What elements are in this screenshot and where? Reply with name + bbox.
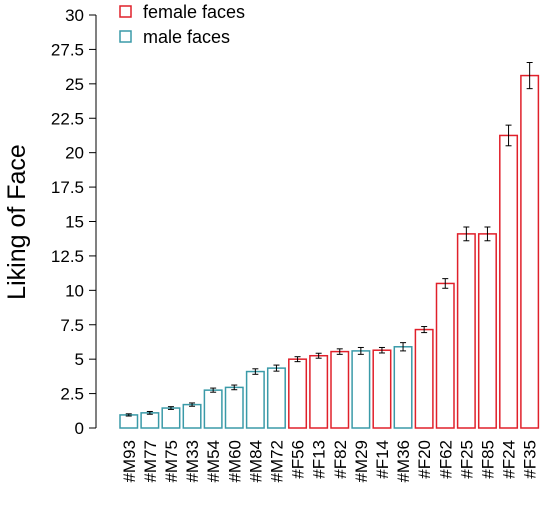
error-bar — [442, 278, 449, 289]
bar — [266, 367, 286, 429]
y-tick-label: 7.5 — [60, 316, 84, 335]
bars — [119, 74, 540, 429]
error-bar — [125, 413, 132, 417]
bar — [182, 403, 202, 429]
x-tick-label: #M84 — [246, 440, 265, 483]
error-bar — [210, 387, 217, 393]
error-bar — [505, 124, 512, 147]
bar — [520, 74, 540, 429]
error-bar — [378, 346, 385, 354]
legend-label-male: male faces — [143, 27, 230, 47]
legend: female faces male faces — [119, 2, 245, 47]
error-bar — [421, 326, 428, 334]
error-bar — [526, 61, 533, 90]
bar — [499, 134, 519, 429]
bar — [119, 414, 139, 429]
error-bar — [167, 406, 174, 410]
error-bars — [125, 61, 533, 417]
x-tick-label: #M75 — [162, 440, 181, 483]
bar — [224, 386, 244, 429]
error-bar — [294, 356, 301, 363]
y-axis: 0 2.5 5 7.5 10 12.5 15 17.5 20 22.5 25 27.5 30 — [51, 6, 97, 438]
y-tick-label: 5 — [75, 350, 84, 369]
x-tick-label: #M54 — [204, 440, 223, 483]
y-axis-title: Liking of Face — [3, 144, 31, 300]
error-bar — [189, 402, 196, 407]
x-tick-label: #F56 — [289, 440, 308, 479]
bar — [477, 233, 497, 429]
y-tick-label: 10 — [65, 281, 84, 300]
y-tick-label: 12.5 — [51, 247, 84, 266]
bar — [203, 389, 223, 429]
x-tick-label: #F85 — [478, 440, 497, 479]
error-bar — [315, 352, 322, 359]
bar — [140, 412, 160, 429]
y-tick-label: 15 — [65, 213, 84, 232]
x-tick-label: #F20 — [415, 440, 434, 479]
error-bar — [463, 226, 470, 242]
y-tick-label: 20 — [65, 144, 84, 163]
error-bar — [231, 384, 238, 391]
y-tick-label: 2.5 — [60, 385, 84, 404]
y-tick-label: 30 — [65, 6, 84, 25]
bar — [414, 328, 434, 429]
bar — [161, 407, 181, 429]
x-tick-label: #F24 — [500, 440, 519, 479]
x-tick-label: #F13 — [310, 440, 329, 479]
y-tick-label: 27.5 — [51, 40, 84, 59]
x-tick-label: #F14 — [373, 440, 392, 479]
error-bar — [484, 226, 491, 242]
x-tick-label: #M93 — [120, 440, 139, 483]
bar — [309, 354, 329, 429]
error-bar — [336, 348, 343, 355]
bar — [372, 349, 392, 429]
y-tick-label: 0 — [75, 419, 84, 438]
bar — [393, 346, 413, 429]
x-axis-labels: #M93 #M77 #M75 #M33 #M54 #M60 #M84 #M72 #F56 #F13… — [120, 440, 540, 483]
x-tick-label: #M36 — [394, 440, 413, 483]
error-bar — [400, 342, 407, 352]
y-tick-label: 17.5 — [51, 178, 84, 197]
x-tick-label: #M60 — [225, 440, 244, 483]
x-tick-label: #M72 — [267, 440, 286, 483]
error-bar — [357, 346, 364, 355]
x-tick-label: #M29 — [352, 440, 371, 483]
y-tick-label: 22.5 — [51, 109, 84, 128]
bar — [245, 370, 265, 429]
legend-label-female: female faces — [143, 2, 245, 22]
x-tick-label: #F62 — [436, 440, 455, 479]
bar — [330, 350, 350, 429]
error-bar — [252, 368, 259, 375]
bar — [351, 350, 371, 429]
bar — [288, 358, 308, 429]
bar — [435, 282, 455, 429]
bar — [456, 233, 476, 429]
x-tick-label: #M33 — [183, 440, 202, 483]
x-tick-label: #F82 — [331, 440, 350, 479]
y-tick-label: 25 — [65, 75, 84, 94]
error-bar — [146, 410, 153, 415]
error-bar — [273, 364, 280, 372]
x-tick-label: #F25 — [457, 440, 476, 479]
legend-swatch-female — [119, 5, 132, 18]
legend-swatch-male — [119, 30, 132, 43]
x-tick-label: #F35 — [521, 440, 540, 479]
x-tick-label: #M77 — [141, 440, 160, 483]
